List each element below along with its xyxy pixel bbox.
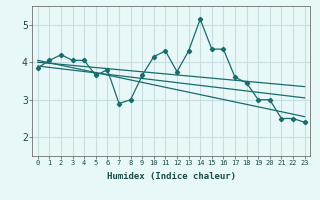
X-axis label: Humidex (Indice chaleur): Humidex (Indice chaleur)	[107, 172, 236, 181]
